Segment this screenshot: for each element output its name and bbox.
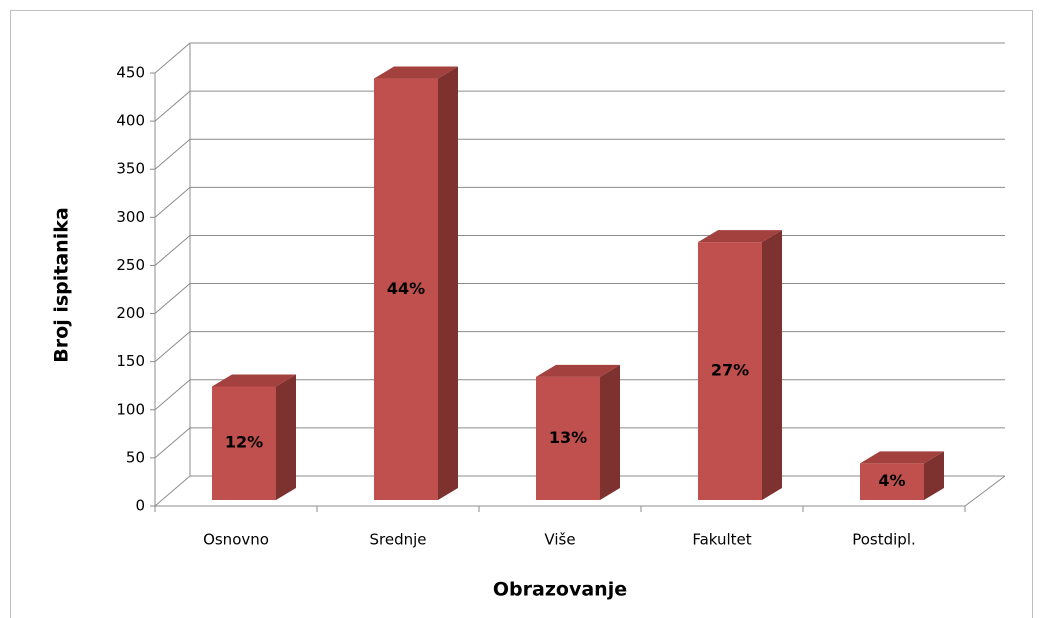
y-tick-label: 250 [116, 256, 145, 274]
x-tick-label: Osnovno [203, 531, 269, 549]
y-tick-label: 300 [116, 208, 145, 226]
x-tick-label: Postdipl. [852, 531, 916, 549]
x-tick-label: Srednje [369, 531, 426, 549]
y-axis-title: Broj ispitanika [51, 207, 73, 362]
bar-top [374, 66, 458, 79]
grid-line [154, 138, 1005, 170]
bar-side [600, 364, 620, 500]
y-tick-label: 100 [116, 400, 145, 418]
grid-line [154, 42, 1005, 74]
bar-side [762, 230, 782, 500]
x-axis-title: Obrazovanje [493, 579, 627, 601]
y-tick-label: 350 [116, 160, 145, 178]
grid-line [154, 186, 1005, 218]
bar [212, 386, 276, 500]
bar [536, 376, 600, 500]
x-tick-label: Fakultet [692, 531, 751, 549]
bar-top [536, 364, 620, 377]
y-tick-label: 0 [135, 497, 145, 515]
data-label: 4% [878, 471, 905, 490]
bar [698, 242, 762, 500]
y-tick-label: 450 [116, 64, 145, 82]
bar-side [438, 66, 458, 501]
bar-side [924, 451, 944, 500]
grid-line [154, 90, 1005, 122]
y-tick-label: 50 [126, 448, 145, 466]
bar-top [698, 230, 782, 243]
x-tick-label: Više [544, 531, 575, 549]
data-label: 44% [387, 279, 425, 298]
bar-top [860, 451, 944, 464]
bar [860, 463, 924, 500]
bar-top [212, 374, 296, 387]
bar-side [276, 374, 296, 500]
data-label: 13% [549, 428, 587, 447]
data-label: 27% [711, 361, 749, 380]
chart-frame [10, 10, 1033, 618]
bar [374, 78, 438, 501]
y-tick-label: 400 [116, 112, 145, 130]
data-label: 12% [225, 433, 263, 452]
y-tick-label: 150 [116, 352, 145, 370]
y-tick-label: 200 [116, 304, 145, 322]
